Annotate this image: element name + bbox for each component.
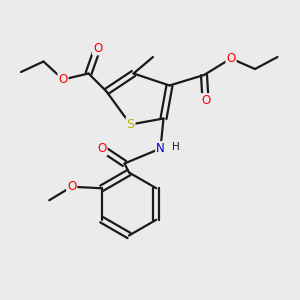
Text: O: O [201, 94, 210, 107]
Text: O: O [58, 73, 68, 86]
Text: N: N [156, 142, 165, 155]
Text: H: H [172, 142, 179, 152]
Text: O: O [93, 41, 102, 55]
Text: S: S [127, 118, 134, 131]
Text: O: O [98, 142, 106, 155]
Text: O: O [226, 52, 236, 65]
Text: O: O [67, 180, 76, 193]
